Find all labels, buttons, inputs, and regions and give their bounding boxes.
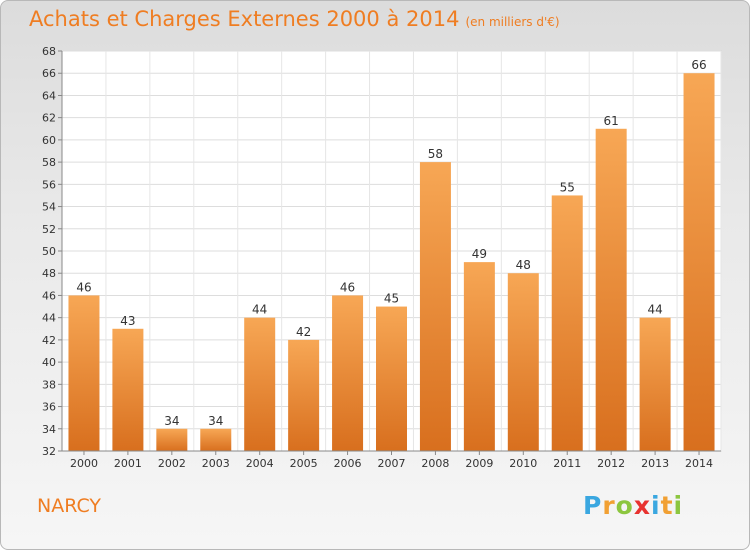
data-label: 58 (428, 147, 443, 161)
y-tick-label: 44 (42, 312, 56, 325)
x-tick-label: 2002 (158, 457, 186, 470)
x-tick-label: 2006 (334, 457, 362, 470)
bar (200, 428, 232, 451)
x-tick-label: 2003 (202, 457, 230, 470)
logo-letter: r (602, 491, 616, 520)
bar (332, 295, 364, 451)
data-label: 46 (76, 280, 91, 294)
data-label: 44 (647, 303, 662, 317)
y-tick-label: 52 (42, 223, 56, 236)
title-text: Achats et Charges Externes 2000 à 2014 (29, 7, 460, 31)
bar (507, 273, 539, 451)
y-tick-label: 58 (42, 156, 56, 169)
y-tick-label: 54 (42, 201, 56, 214)
bar (551, 195, 583, 451)
bar (683, 73, 715, 451)
x-tick-label: 2011 (553, 457, 581, 470)
bars-group (68, 73, 715, 451)
data-label: 49 (472, 247, 487, 261)
logo-letter: o (615, 491, 634, 520)
bar (288, 339, 320, 451)
y-tick-label: 56 (42, 178, 56, 191)
bar (112, 328, 144, 451)
y-tick-label: 34 (42, 423, 56, 436)
x-tick-label: 2004 (246, 457, 274, 470)
bar (419, 162, 451, 451)
bar (376, 306, 407, 451)
y-tick-label: 62 (42, 112, 56, 125)
chart-title: Achats et Charges Externes 2000 à 2014 (e… (29, 7, 560, 31)
data-label: 46 (340, 280, 355, 294)
x-tick-label: 2005 (290, 457, 318, 470)
bar (244, 317, 276, 451)
y-tick-label: 32 (42, 445, 56, 458)
y-tick-label: 42 (42, 334, 56, 347)
x-tick-label: 2000 (70, 457, 98, 470)
logo-letter: i (673, 491, 684, 520)
bar (156, 428, 188, 451)
x-tick-label: 2009 (465, 457, 493, 470)
data-label: 48 (516, 258, 531, 272)
data-label: 34 (208, 414, 223, 428)
x-tick-label: 2007 (378, 457, 406, 470)
y-tick-label: 36 (42, 401, 56, 414)
y-tick-label: 68 (42, 45, 56, 58)
logo-letter: i (651, 491, 661, 520)
bar (68, 295, 100, 451)
y-tick-label: 66 (42, 67, 56, 80)
x-tick-label: 2013 (641, 457, 669, 470)
logo-letter: t (660, 491, 674, 520)
y-tick-label: 38 (42, 378, 56, 391)
bar (639, 317, 671, 451)
proxiti-logo: Proxiti (583, 491, 683, 520)
logo-letter: P (583, 491, 603, 520)
x-tick-label: 2010 (509, 457, 537, 470)
logo-letter: x (633, 491, 651, 520)
bar (463, 262, 495, 451)
x-tick-label: 2001 (114, 457, 142, 470)
x-tick-label: 2008 (421, 457, 449, 470)
data-label: 45 (384, 292, 399, 306)
data-label: 34 (164, 414, 179, 428)
bar (595, 128, 627, 451)
y-tick-label: 64 (42, 89, 56, 102)
y-tick-label: 50 (42, 245, 56, 258)
data-label: 42 (296, 325, 311, 339)
data-label: 66 (691, 58, 706, 72)
x-tick-label: 2014 (685, 457, 713, 470)
axes-group: 32 34 36 38 40 42 44 46 48 50 52 54 56 58 60 62 64 66 68 (42, 45, 721, 458)
unit-label: (en milliers d'€) (465, 15, 560, 29)
y-tick-label: 46 (42, 289, 56, 302)
data-label: 61 (604, 114, 619, 128)
place-name: NARCY (37, 495, 102, 517)
data-label: 44 (252, 303, 267, 317)
y-tick-label: 60 (42, 134, 56, 147)
y-tick-label: 40 (42, 356, 56, 369)
data-label: 43 (120, 314, 135, 328)
y-tick-label: 48 (42, 267, 56, 280)
data-label: 55 (560, 180, 575, 194)
labels-group: 46 2000 43 2001 34 2002 34 2003 44 2004 42 2005 46 20… (70, 58, 713, 470)
x-tick-label: 2012 (597, 457, 625, 470)
